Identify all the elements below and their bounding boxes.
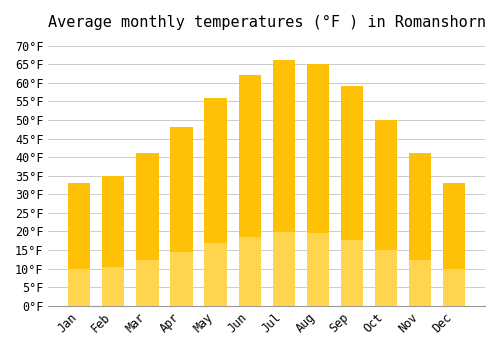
Bar: [341, 86, 363, 306]
Bar: [170, 252, 192, 306]
Bar: [102, 176, 124, 306]
Bar: [443, 183, 465, 306]
Bar: [238, 237, 260, 306]
Bar: [375, 120, 397, 306]
Bar: [68, 269, 90, 306]
Bar: [272, 232, 295, 306]
Bar: [409, 153, 431, 306]
Bar: [306, 233, 329, 306]
Bar: [238, 75, 260, 306]
Bar: [443, 269, 465, 306]
Bar: [204, 98, 227, 306]
Bar: [204, 243, 227, 306]
Bar: [102, 267, 124, 306]
Bar: [136, 153, 158, 306]
Bar: [170, 127, 192, 306]
Bar: [306, 64, 329, 306]
Bar: [375, 250, 397, 306]
Bar: [409, 260, 431, 306]
Bar: [341, 240, 363, 306]
Bar: [136, 260, 158, 306]
Title: Average monthly temperatures (°F ) in Romanshorn: Average monthly temperatures (°F ) in Ro…: [48, 15, 486, 30]
Bar: [272, 61, 295, 306]
Bar: [68, 183, 90, 306]
